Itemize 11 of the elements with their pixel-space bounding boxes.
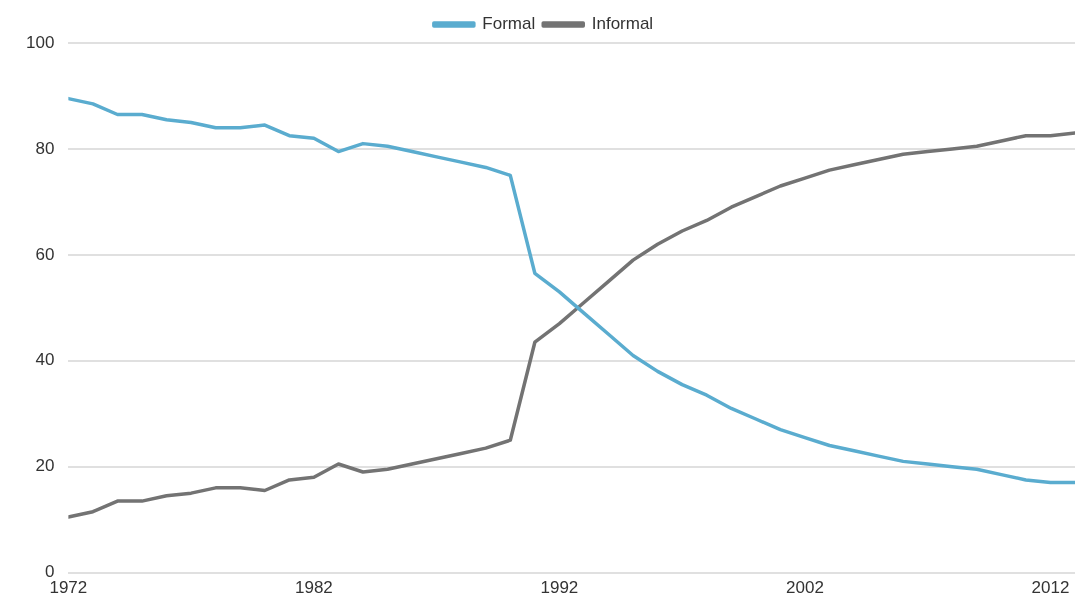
- x-tick-label: 1982: [294, 578, 333, 598]
- x-tick-label: 2002: [786, 578, 824, 598]
- y-tick-label: 40: [35, 350, 55, 370]
- y-tick-label: 80: [35, 138, 55, 158]
- legend-label: Formal: [482, 14, 536, 34]
- y-tick-label: 60: [35, 244, 55, 264]
- legend-label: Informal: [591, 14, 654, 34]
- y-tick-label: 20: [35, 456, 55, 476]
- x-tick-label: 1992: [540, 578, 579, 598]
- x-tick-label: 2012: [1031, 578, 1070, 598]
- y-tick-label: 100: [25, 32, 55, 52]
